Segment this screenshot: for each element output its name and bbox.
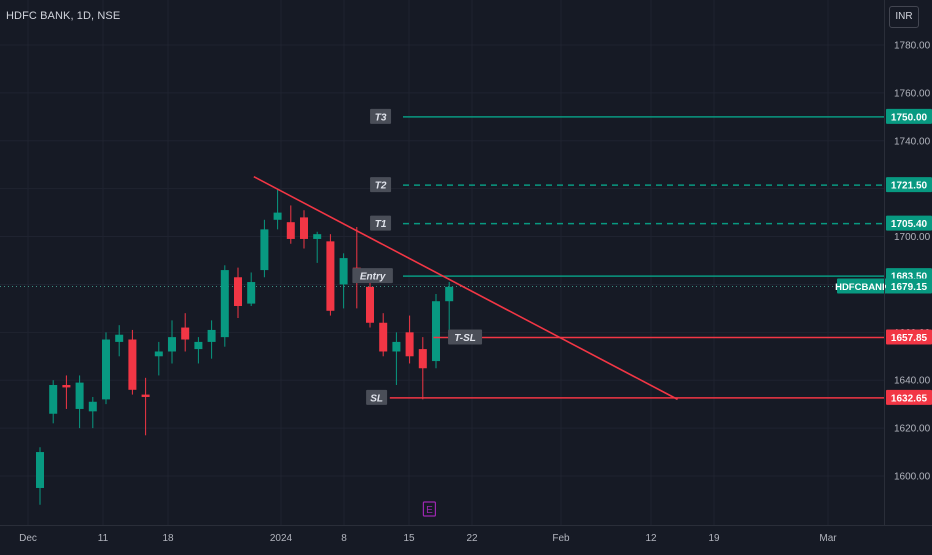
symbol-title: HDFC BANK, 1D, NSE	[6, 10, 121, 22]
level-label-box	[448, 329, 483, 345]
price-axis-tick: 1640.00	[894, 376, 931, 387]
candle-body	[62, 385, 71, 388]
earnings-marker-label: E	[426, 505, 433, 516]
candle-body	[339, 258, 348, 285]
level-price-tag-text: 1632.65	[891, 393, 928, 404]
price-axis-tick: 1740.00	[894, 136, 931, 147]
candle-body	[168, 337, 176, 352]
candle-body	[88, 401, 97, 412]
candle-body	[379, 322, 388, 352]
level-label-box	[370, 215, 392, 231]
level-label: SL	[370, 393, 383, 404]
time-axis-label: 19	[708, 533, 720, 544]
price-axis-tick: 1780.00	[894, 41, 931, 52]
candle-body	[326, 241, 335, 311]
level-price-tag-text: 1683.50	[891, 272, 928, 283]
price-axis-divider	[884, 0, 885, 525]
candle-body	[49, 385, 58, 414]
level-price-tag	[886, 177, 932, 193]
trendline	[253, 175, 678, 401]
candle-body	[234, 277, 242, 306]
level-price-tag-text: 1657.85	[891, 333, 928, 344]
time-axis-divider	[0, 525, 932, 526]
level-price-tag	[886, 329, 932, 345]
time-axis-label: 22	[466, 533, 478, 544]
level-price-tag	[886, 389, 932, 405]
level-label: T2	[375, 181, 387, 192]
level-price-tag-text: 1721.50	[891, 181, 928, 192]
time-axis-label: Feb	[552, 533, 570, 544]
candle-body	[207, 329, 216, 342]
candle-body	[181, 327, 190, 340]
time-axis-label: 18	[162, 533, 174, 544]
candle-body	[445, 286, 454, 302]
level-label: T3	[375, 112, 387, 123]
candle-body	[75, 382, 84, 409]
level-price-tag-text: 1750.00	[891, 112, 928, 123]
time-axis-label: 15	[403, 533, 415, 544]
candle-body	[405, 332, 414, 357]
level-price-tag	[886, 215, 932, 231]
time-axis-label: Mar	[819, 533, 837, 544]
earnings-marker	[422, 501, 436, 517]
candle-body	[128, 339, 137, 390]
candle-body	[418, 349, 427, 369]
candle-body	[313, 234, 322, 239]
time-axis-label: 11	[98, 533, 109, 544]
level-label: T-SL	[454, 333, 476, 344]
candle-body	[392, 341, 401, 352]
level-price-tag	[886, 108, 932, 124]
candle-body	[36, 452, 44, 488]
level-label-box	[370, 108, 392, 124]
time-axis-label: 2024	[270, 533, 293, 544]
level-label-box	[352, 268, 393, 284]
currency-button[interactable]: INR	[889, 6, 919, 28]
last-price-symbol: HDFCBANK	[835, 282, 889, 293]
candle-body	[154, 351, 163, 357]
price-axis-tick: 1760.00	[894, 88, 931, 99]
time-axis-label: 12	[645, 533, 657, 544]
candle-body	[260, 229, 269, 271]
last-price-value: 1679.15	[891, 282, 928, 293]
candle-body	[300, 217, 308, 239]
price-axis-tick: 1600.00	[894, 472, 931, 483]
price-axis-tick: 1700.00	[894, 232, 931, 243]
candle-body	[247, 282, 256, 304]
candle-body	[366, 286, 374, 323]
candle-body	[115, 334, 124, 342]
price-axis-tick: 1620.00	[894, 424, 931, 435]
candle-body	[273, 212, 282, 220]
time-axis-label: Dec	[19, 533, 37, 544]
level-label-box	[366, 389, 388, 405]
candle-body	[220, 270, 229, 338]
level-price-tag-text: 1705.40	[891, 219, 928, 230]
level-label-box	[370, 177, 392, 193]
candle-body	[432, 301, 440, 362]
candle-body	[286, 222, 295, 239]
candle-body	[102, 339, 110, 400]
level-label: Entry	[360, 272, 386, 283]
candle-body	[194, 341, 203, 350]
time-axis-label: 8	[341, 533, 347, 544]
last-price-symbol-tag	[837, 278, 887, 294]
level-label: T1	[375, 219, 387, 230]
candle-body	[141, 394, 150, 397]
last-price-tag	[886, 278, 932, 294]
